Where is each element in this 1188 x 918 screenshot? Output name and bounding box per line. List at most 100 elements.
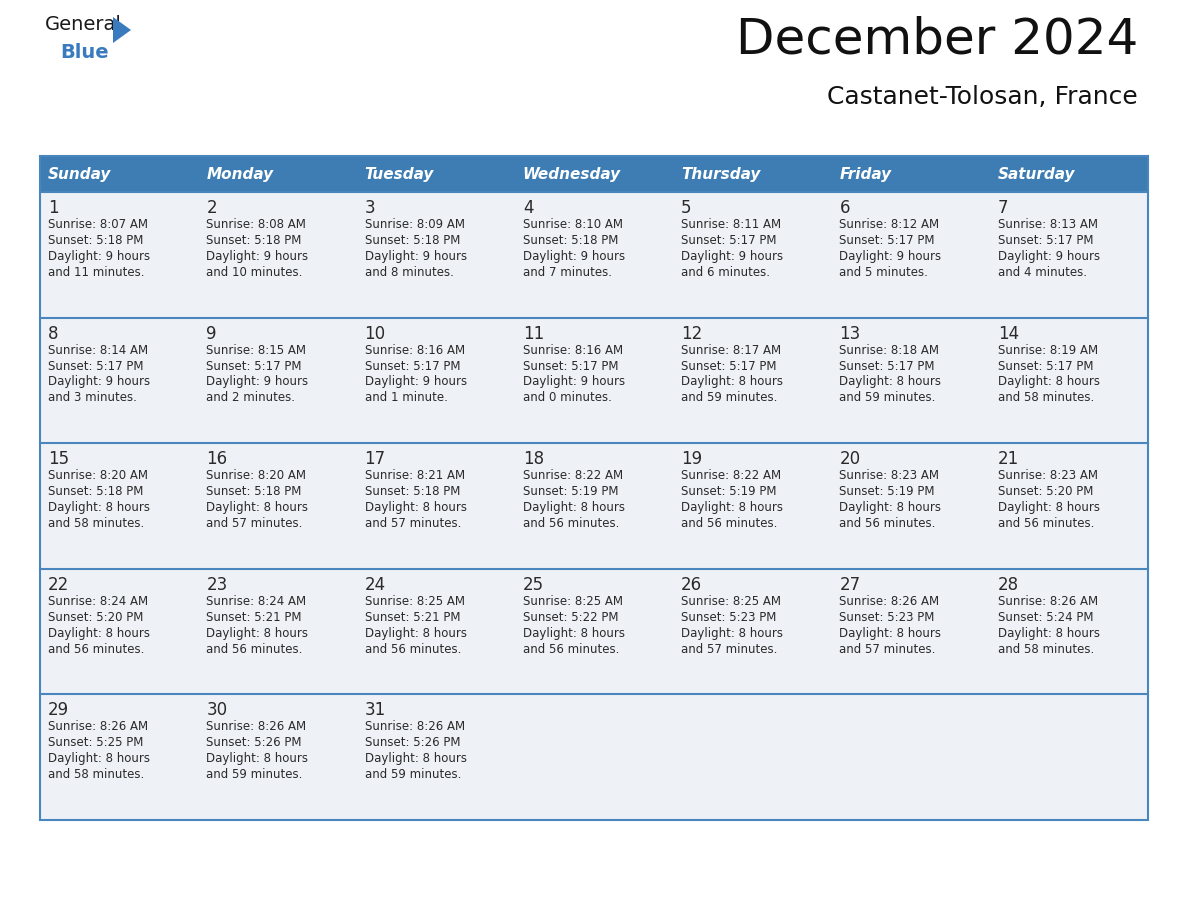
Bar xyxy=(514,318,674,443)
Bar xyxy=(40,569,198,694)
Text: Sunset: 5:17 PM: Sunset: 5:17 PM xyxy=(998,234,1093,247)
Text: and 5 minutes.: and 5 minutes. xyxy=(840,266,928,279)
Text: Sunrise: 8:08 AM: Sunrise: 8:08 AM xyxy=(207,218,307,231)
Bar xyxy=(674,192,832,318)
Bar xyxy=(40,694,198,820)
Text: Sunset: 5:17 PM: Sunset: 5:17 PM xyxy=(840,234,935,247)
Text: 16: 16 xyxy=(207,450,227,468)
Text: and 11 minutes.: and 11 minutes. xyxy=(48,266,145,279)
Text: Sunrise: 8:26 AM: Sunrise: 8:26 AM xyxy=(365,721,465,733)
Bar xyxy=(40,318,198,443)
Text: Sunrise: 8:11 AM: Sunrise: 8:11 AM xyxy=(681,218,782,231)
Text: and 57 minutes.: and 57 minutes. xyxy=(840,643,936,655)
Bar xyxy=(514,156,674,192)
Text: Sunrise: 8:22 AM: Sunrise: 8:22 AM xyxy=(523,469,623,482)
Text: Daylight: 8 hours: Daylight: 8 hours xyxy=(840,375,941,388)
Text: Daylight: 9 hours: Daylight: 9 hours xyxy=(998,250,1100,263)
Text: Sunset: 5:17 PM: Sunset: 5:17 PM xyxy=(523,360,619,373)
Text: Daylight: 8 hours: Daylight: 8 hours xyxy=(998,501,1100,514)
Text: Daylight: 8 hours: Daylight: 8 hours xyxy=(48,501,150,514)
Text: and 1 minute.: and 1 minute. xyxy=(365,391,448,405)
Text: Sunrise: 8:25 AM: Sunrise: 8:25 AM xyxy=(523,595,623,608)
Text: Sunday: Sunday xyxy=(48,166,112,182)
Text: and 6 minutes.: and 6 minutes. xyxy=(681,266,770,279)
Text: 27: 27 xyxy=(840,576,860,594)
Text: Daylight: 8 hours: Daylight: 8 hours xyxy=(998,627,1100,640)
Text: Sunset: 5:24 PM: Sunset: 5:24 PM xyxy=(998,610,1093,623)
Text: Daylight: 8 hours: Daylight: 8 hours xyxy=(681,501,783,514)
Text: Sunrise: 8:15 AM: Sunrise: 8:15 AM xyxy=(207,343,307,356)
Text: 30: 30 xyxy=(207,701,227,720)
Text: Sunset: 5:18 PM: Sunset: 5:18 PM xyxy=(365,234,460,247)
Text: Sunset: 5:17 PM: Sunset: 5:17 PM xyxy=(207,360,302,373)
Bar xyxy=(990,318,1148,443)
Text: Tuesday: Tuesday xyxy=(365,166,434,182)
Bar xyxy=(674,443,832,569)
Text: Sunrise: 8:20 AM: Sunrise: 8:20 AM xyxy=(48,469,148,482)
Bar xyxy=(356,694,514,820)
Text: Daylight: 8 hours: Daylight: 8 hours xyxy=(207,501,308,514)
Bar xyxy=(990,694,1148,820)
Bar xyxy=(832,694,990,820)
Text: Sunset: 5:18 PM: Sunset: 5:18 PM xyxy=(207,234,302,247)
Bar xyxy=(40,156,198,192)
Bar xyxy=(356,318,514,443)
Bar xyxy=(514,192,674,318)
Text: 9: 9 xyxy=(207,325,216,342)
Text: Sunrise: 8:24 AM: Sunrise: 8:24 AM xyxy=(207,595,307,608)
Text: Saturday: Saturday xyxy=(998,166,1075,182)
Text: Daylight: 9 hours: Daylight: 9 hours xyxy=(48,375,150,388)
Text: Sunrise: 8:18 AM: Sunrise: 8:18 AM xyxy=(840,343,940,356)
Bar xyxy=(198,443,356,569)
Text: General: General xyxy=(45,15,122,34)
Text: 11: 11 xyxy=(523,325,544,342)
Bar xyxy=(832,156,990,192)
Text: 5: 5 xyxy=(681,199,691,217)
Text: 19: 19 xyxy=(681,450,702,468)
Text: Daylight: 9 hours: Daylight: 9 hours xyxy=(523,250,625,263)
Text: Sunrise: 8:25 AM: Sunrise: 8:25 AM xyxy=(681,595,782,608)
Text: and 58 minutes.: and 58 minutes. xyxy=(48,768,144,781)
Bar xyxy=(198,192,356,318)
Text: Sunrise: 8:26 AM: Sunrise: 8:26 AM xyxy=(207,721,307,733)
Bar xyxy=(356,156,514,192)
Text: and 58 minutes.: and 58 minutes. xyxy=(48,517,144,530)
Bar xyxy=(356,192,514,318)
Bar xyxy=(356,443,514,569)
Text: Sunset: 5:22 PM: Sunset: 5:22 PM xyxy=(523,610,619,623)
Text: Sunrise: 8:26 AM: Sunrise: 8:26 AM xyxy=(998,595,1098,608)
Bar xyxy=(832,569,990,694)
Text: and 56 minutes.: and 56 minutes. xyxy=(681,517,777,530)
Text: and 56 minutes.: and 56 minutes. xyxy=(365,643,461,655)
Text: Sunset: 5:18 PM: Sunset: 5:18 PM xyxy=(207,485,302,498)
Bar xyxy=(198,318,356,443)
Text: and 59 minutes.: and 59 minutes. xyxy=(365,768,461,781)
Text: Sunrise: 8:07 AM: Sunrise: 8:07 AM xyxy=(48,218,148,231)
Text: Sunset: 5:17 PM: Sunset: 5:17 PM xyxy=(840,360,935,373)
Text: Daylight: 9 hours: Daylight: 9 hours xyxy=(48,250,150,263)
Text: Sunrise: 8:13 AM: Sunrise: 8:13 AM xyxy=(998,218,1098,231)
Text: Sunset: 5:19 PM: Sunset: 5:19 PM xyxy=(840,485,935,498)
Text: and 3 minutes.: and 3 minutes. xyxy=(48,391,137,405)
Text: Sunset: 5:25 PM: Sunset: 5:25 PM xyxy=(48,736,144,749)
Text: and 56 minutes.: and 56 minutes. xyxy=(207,643,303,655)
Text: Sunset: 5:17 PM: Sunset: 5:17 PM xyxy=(365,360,460,373)
Text: Daylight: 9 hours: Daylight: 9 hours xyxy=(207,375,309,388)
Text: Daylight: 8 hours: Daylight: 8 hours xyxy=(523,627,625,640)
Text: and 56 minutes.: and 56 minutes. xyxy=(48,643,145,655)
Text: Sunset: 5:18 PM: Sunset: 5:18 PM xyxy=(365,485,460,498)
Text: 13: 13 xyxy=(840,325,860,342)
Text: and 58 minutes.: and 58 minutes. xyxy=(998,643,1094,655)
Text: and 4 minutes.: and 4 minutes. xyxy=(998,266,1087,279)
Text: Sunrise: 8:09 AM: Sunrise: 8:09 AM xyxy=(365,218,465,231)
Text: and 57 minutes.: and 57 minutes. xyxy=(681,643,777,655)
Text: Sunset: 5:20 PM: Sunset: 5:20 PM xyxy=(998,485,1093,498)
Text: 8: 8 xyxy=(48,325,58,342)
Text: Castanet-Tolosan, France: Castanet-Tolosan, France xyxy=(827,85,1138,109)
Bar xyxy=(832,443,990,569)
Text: Sunset: 5:21 PM: Sunset: 5:21 PM xyxy=(207,610,302,623)
Text: Daylight: 9 hours: Daylight: 9 hours xyxy=(207,250,309,263)
Text: Friday: Friday xyxy=(840,166,891,182)
Text: Daylight: 8 hours: Daylight: 8 hours xyxy=(365,627,467,640)
Bar xyxy=(990,443,1148,569)
